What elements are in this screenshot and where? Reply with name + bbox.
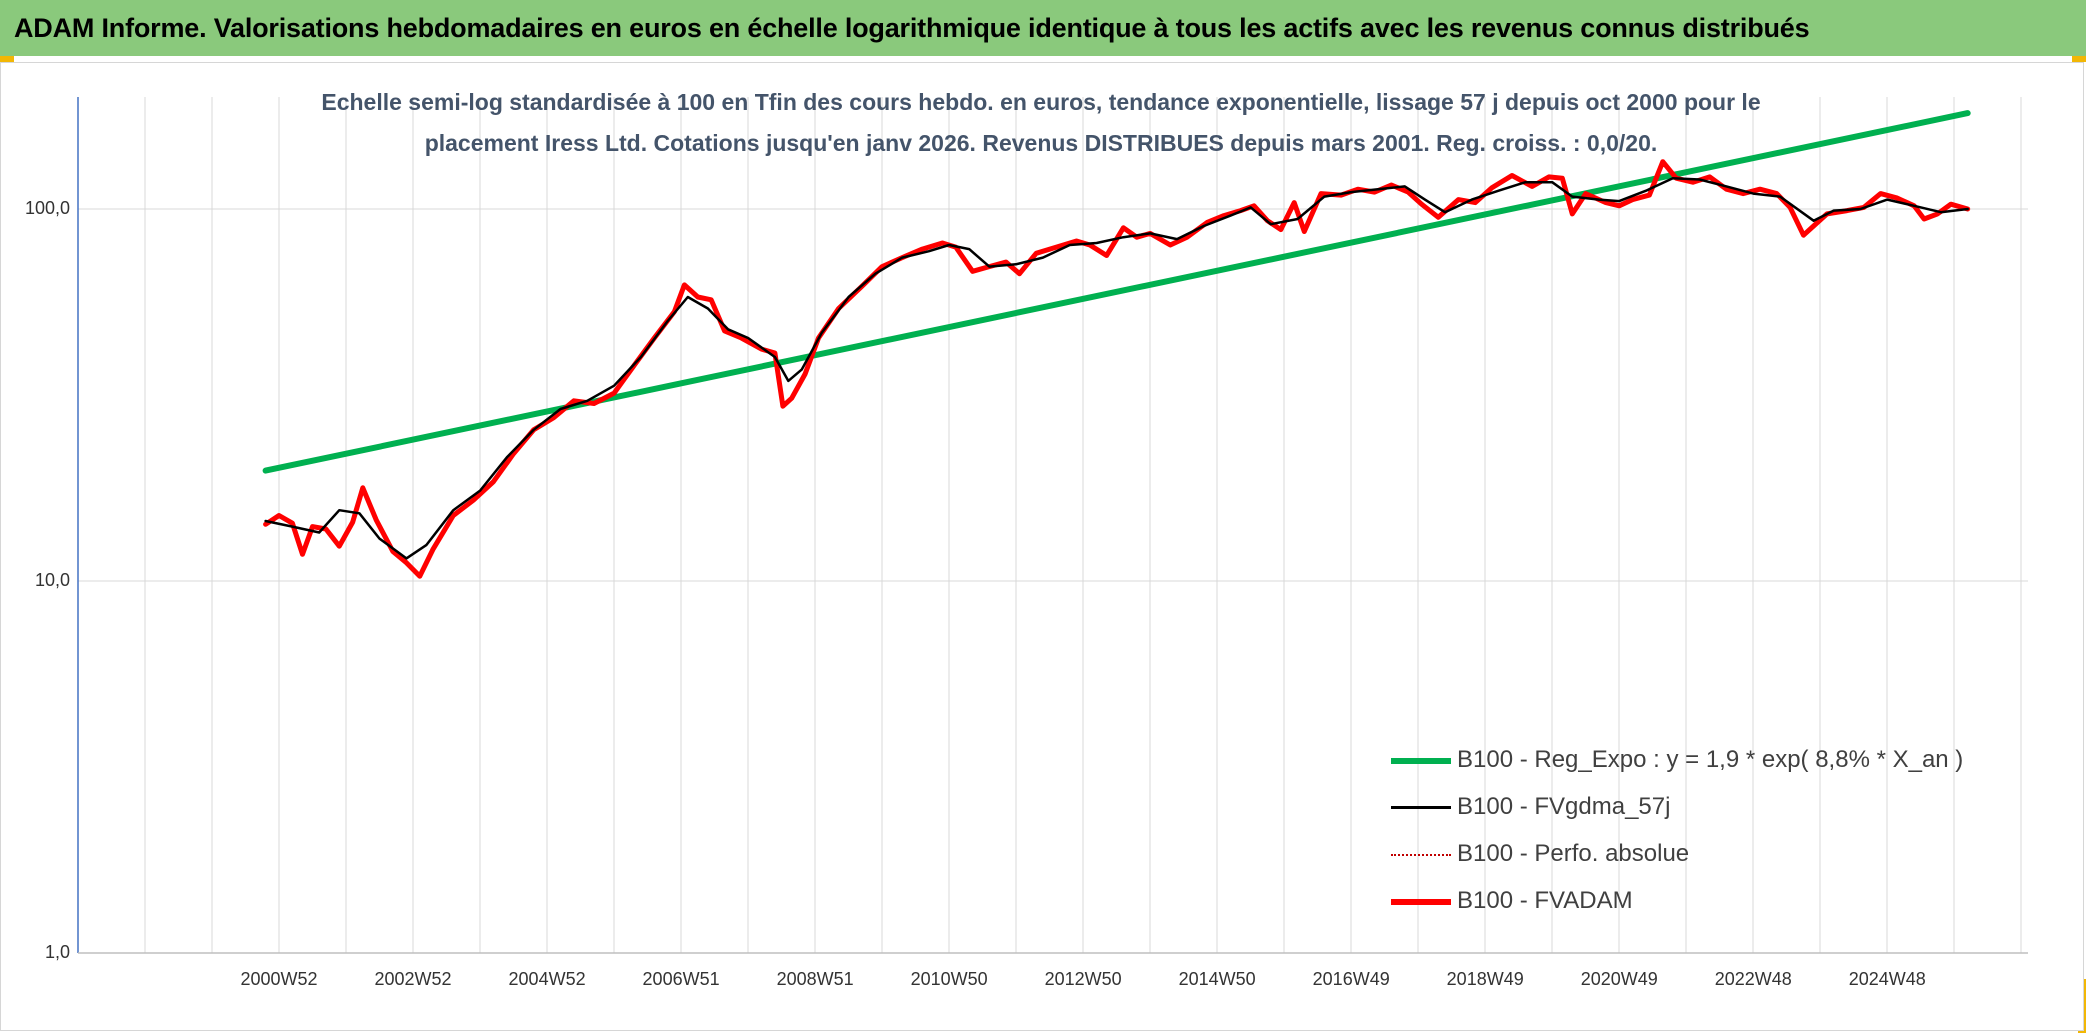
x-tick-label: 2016W49 — [1312, 969, 1390, 989]
x-tick-label: 2002W52 — [374, 969, 452, 989]
x-tick-label: 2022W48 — [1714, 969, 1792, 989]
legend-item-regression: B100 - Reg_Expo : y = 1,9 * exp( 8,8% * … — [1391, 744, 1991, 776]
corner-marker-top-right — [2072, 56, 2086, 62]
series-line-smoothed — [264, 176, 1969, 560]
legend-item-perfo: B100 - Perfo. absolue — [1391, 838, 1991, 870]
chart-title-line-1: Echelle semi-log standardisée à 100 en T… — [321, 89, 1761, 115]
report-banner: ADAM Informe. Valorisations hebdomadaire… — [0, 0, 2086, 56]
x-tick-label: 2010W50 — [910, 969, 988, 989]
legend-label-smoothed: B100 - FVgdma_57j — [1457, 793, 1671, 820]
x-tick-label: 2000W52 — [240, 969, 318, 989]
x-tick-label: 2012W50 — [1044, 969, 1122, 989]
chart-area: Echelle semi-log standardisée à 100 en T… — [0, 62, 2084, 1031]
x-tick-label: 2006W51 — [642, 969, 720, 989]
x-tick-label: 2024W48 — [1848, 969, 1926, 989]
x-tick-label: 2018W49 — [1446, 969, 1524, 989]
y-tick-label: 10,0 — [34, 569, 70, 590]
legend-label-regression: B100 - Reg_Expo : y = 1,9 * exp( 8,8% * … — [1457, 746, 1964, 773]
legend-label-fvadam: B100 - FVADAM — [1457, 887, 1633, 914]
x-tick-label: 2008W51 — [776, 969, 854, 989]
legend-swatch-regression — [1391, 758, 1451, 764]
chart-plot — [77, 97, 2028, 954]
corner-marker-top-left — [0, 56, 14, 62]
y-tick-label: 100,0 — [24, 197, 70, 218]
legend-item-fvadam: B100 - FVADAM — [1391, 885, 1991, 917]
legend-swatch-smoothed — [1391, 806, 1451, 809]
legend-item-smoothed: B100 - FVgdma_57j — [1391, 791, 1991, 823]
legend-swatch-fvadam — [1391, 899, 1451, 905]
x-tick-label: 2004W52 — [508, 969, 586, 989]
chart-title-line-2: placement Iress Ltd. Cotations jusqu'en … — [424, 130, 1658, 156]
legend-swatch-perfo — [1391, 854, 1451, 856]
series-line-fvadam — [263, 159, 1971, 579]
x-tick-label: 2014W50 — [1178, 969, 1256, 989]
y-tick-label: 1,0 — [44, 942, 70, 962]
series-line-regression — [262, 110, 1971, 474]
legend-label-perfo: B100 - Perfo. absolue — [1457, 840, 1690, 867]
x-tick-label: 2020W49 — [1580, 969, 1658, 989]
